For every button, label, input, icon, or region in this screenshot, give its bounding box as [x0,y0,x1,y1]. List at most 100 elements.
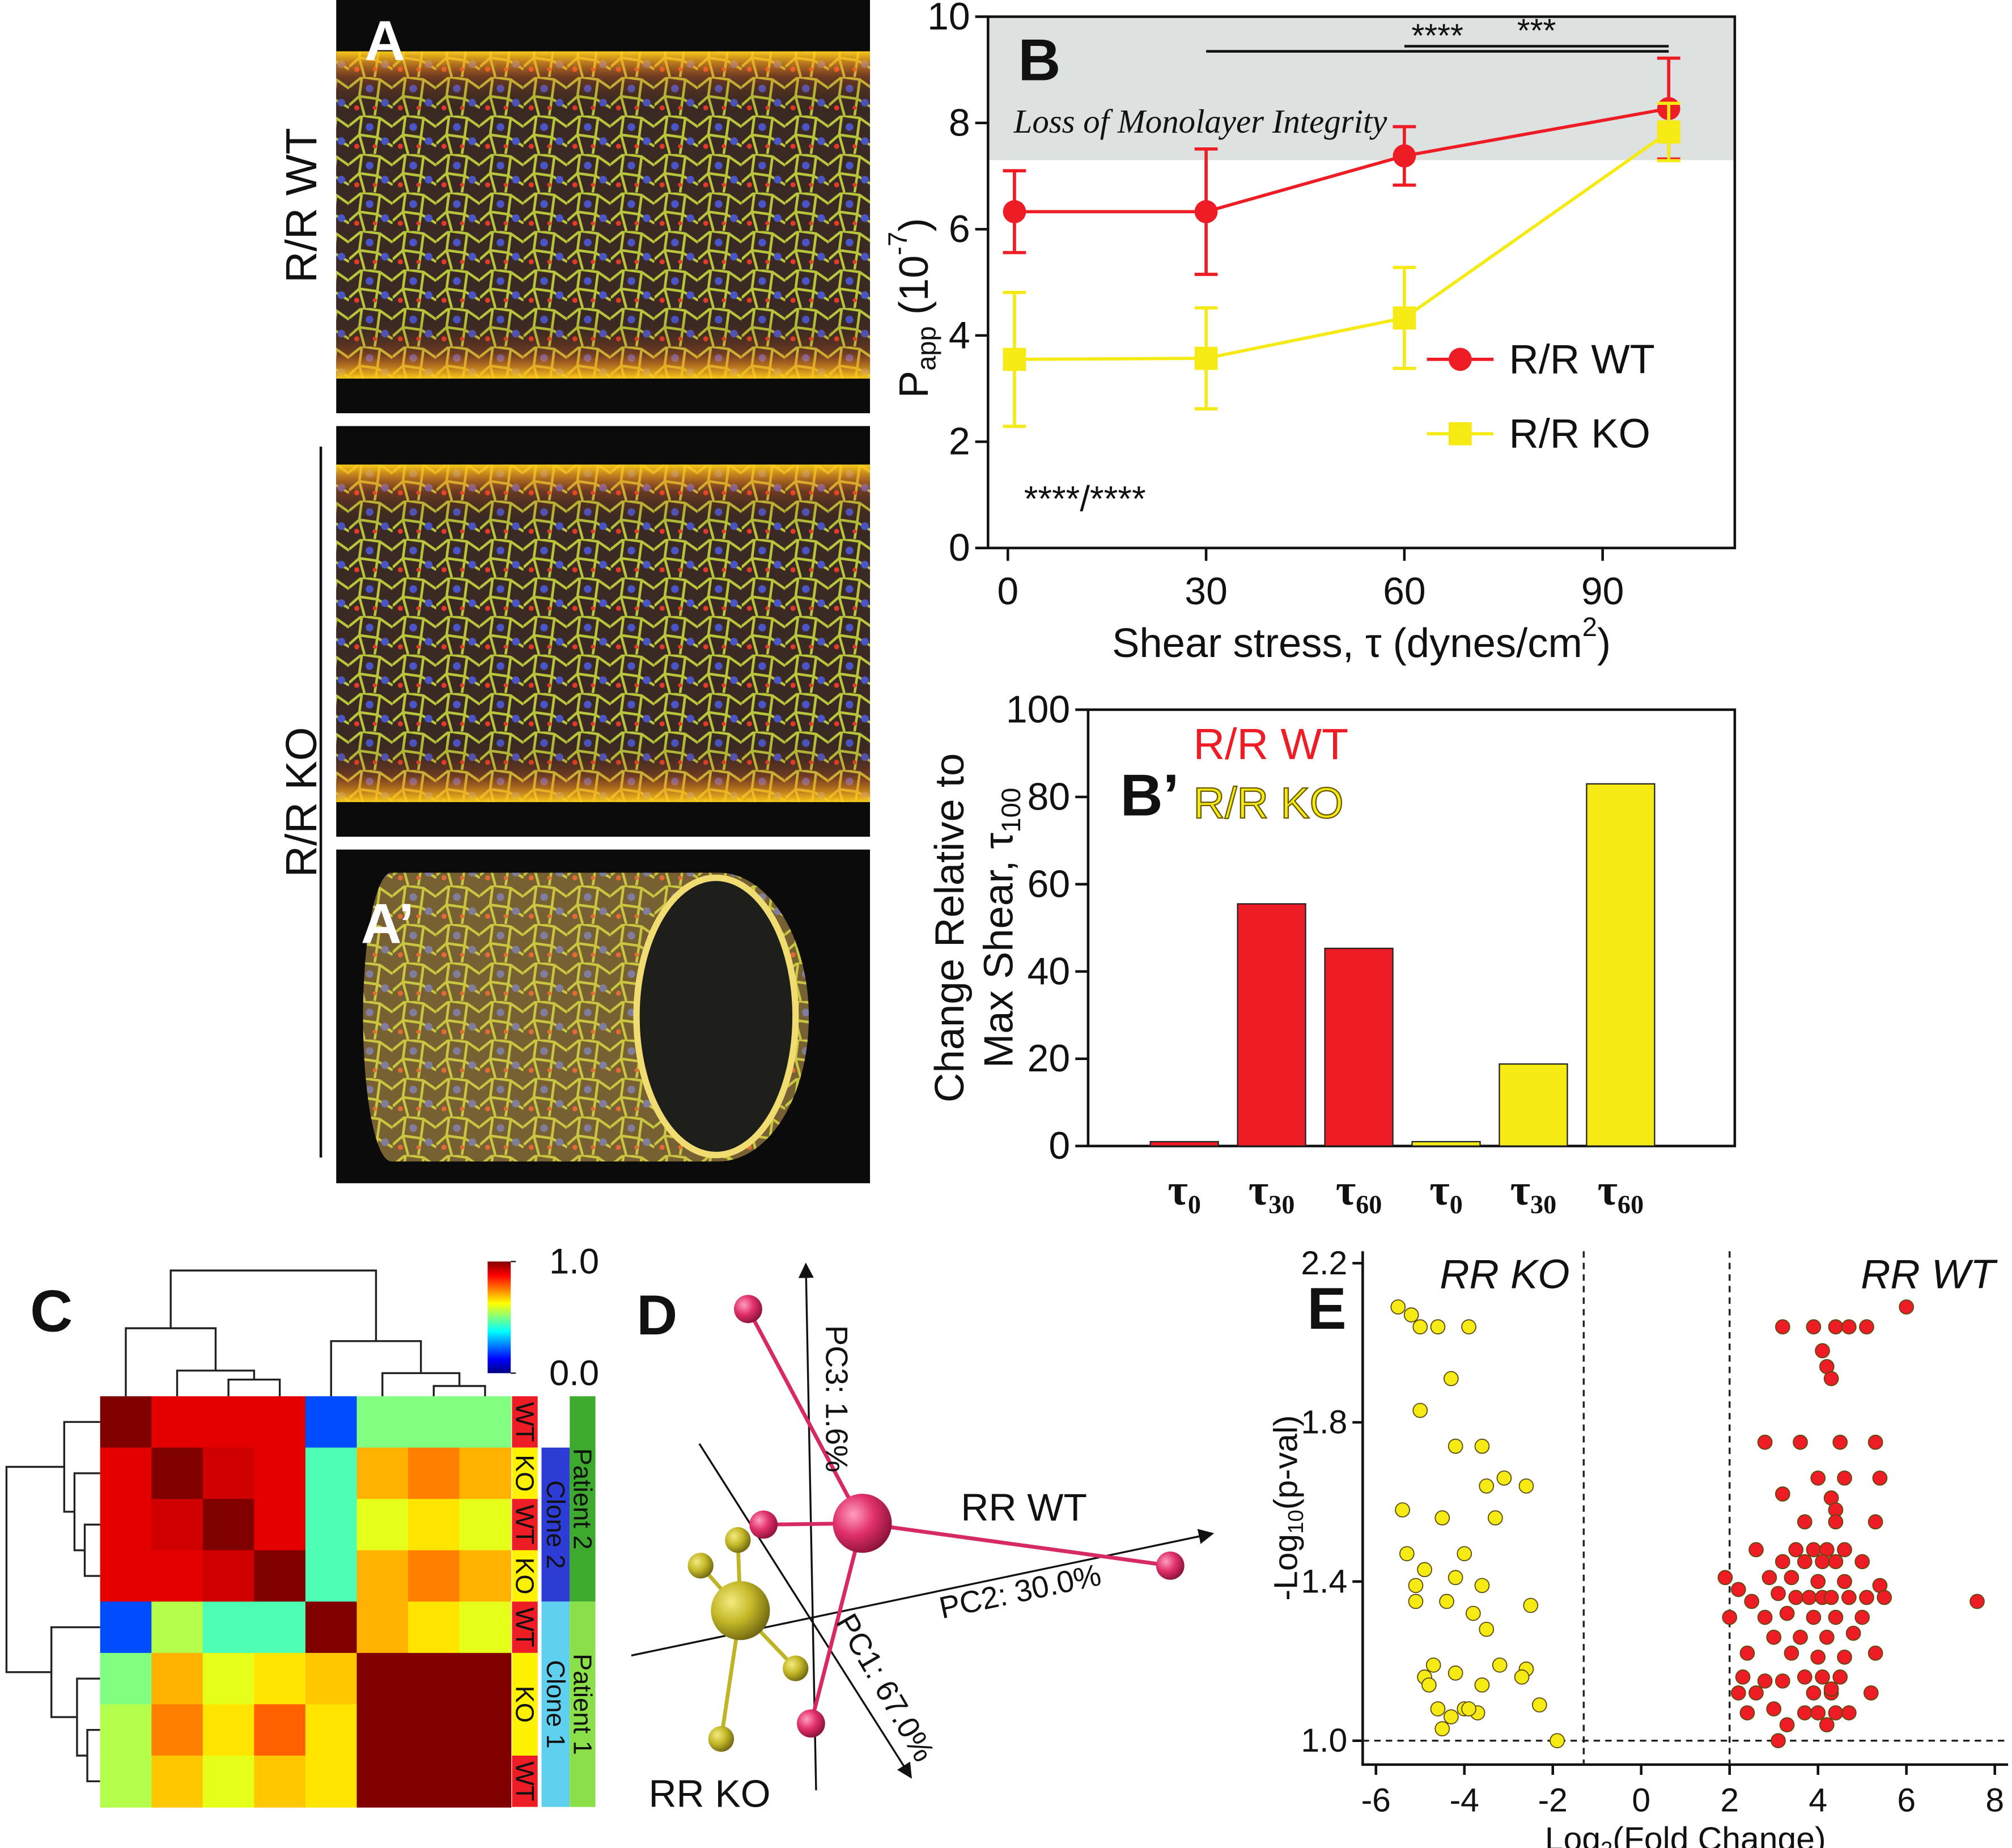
genotypes-strip [512,1447,538,1499]
point [1815,1554,1830,1570]
genotypes-strip [512,1396,538,1448]
point [1771,1586,1786,1601]
legend-label: R/R KO [1509,411,1650,457]
point [1788,1590,1804,1605]
point [1877,1590,1892,1605]
label-part: (Fold Change) [1612,1821,1826,1848]
row-label: R/R WT [277,128,326,283]
bar [1149,1141,1219,1147]
heatmap-cell [202,1447,255,1500]
point [1448,1665,1463,1681]
genotypes-label: WT [511,1761,540,1801]
heatmap-cell [151,1652,203,1705]
point [1815,1343,1830,1359]
point [1390,1299,1406,1315]
axis-label: PC2: 30.0% [936,1557,1104,1625]
heatmap-cell [151,1447,203,1500]
plot-frame [987,15,1737,549]
x-tick-label: -4 [1450,1782,1479,1819]
ko-points [687,1527,809,1752]
label-part: 2 [1582,612,1597,642]
clones-strip [541,1447,570,1602]
x-tick-label: 4 [1809,1782,1827,1819]
point [1828,1609,1844,1625]
point [1806,1685,1822,1701]
x-tick-label: 60 [1383,570,1426,613]
group-label: RR WT [961,1487,1087,1529]
label-part: Log [1545,1821,1601,1848]
heatmap-cell [151,1601,203,1654]
axis-label: Max Shear, τ100 [975,788,1026,1068]
panel-label: A [364,10,405,73]
marker [1194,346,1218,370]
point [1854,1609,1870,1625]
point [1425,1657,1441,1673]
point [1417,1562,1432,1578]
label-part: 100 [996,788,1026,833]
point [1408,1593,1424,1609]
point [1859,1319,1874,1335]
point [1430,1319,1446,1335]
genotypes-label: KO [511,1686,540,1723]
y-tick-label: 2 [949,421,970,463]
y-tick-label: 8 [949,101,970,144]
point [1744,1593,1760,1609]
heatmap-cell [100,1652,152,1705]
axis-label: Papp (10-7) [882,218,941,398]
point [1859,1590,1874,1605]
genotypes-strip [512,1652,538,1756]
heatmap-cell [254,1652,307,1705]
point [1766,1701,1782,1716]
genotypes-strip [512,1550,538,1602]
point [1828,1554,1844,1570]
heatmap-cell [100,1704,152,1757]
heatmap-cell [356,1550,409,1603]
point [1867,1645,1883,1661]
axis-label: -Log10(p-val) [1267,1415,1308,1600]
heatmap-cell [100,1550,152,1603]
patients-label: Patient 2 [568,1448,597,1550]
marker [1003,200,1026,223]
panel-label: A’ [361,893,414,956]
label-part: -Log [1267,1534,1304,1601]
point [1395,1502,1410,1518]
point [1722,1609,1738,1625]
x-tick-label: τ₃₀ [1249,1165,1295,1214]
heatmap-cell [254,1447,307,1500]
point [1439,1593,1454,1609]
marker [1657,120,1680,144]
y-tick-label: 100 [1006,688,1070,731]
heatmap-cell [100,1447,152,1500]
point [1788,1542,1804,1558]
x-tick-label: 0 [997,570,1018,613]
label-part: Max Shear, τ [975,832,1021,1068]
point [1739,1645,1755,1661]
y-tick-label: 6 [949,208,970,251]
point [1550,1733,1565,1749]
heatmap-cell [305,1756,358,1808]
x-tick-label: 2 [1720,1782,1739,1819]
point [1810,1649,1826,1665]
y-tick-label: 80 [1028,775,1071,818]
heatmap-cell [356,1601,409,1654]
x-tick-label: -2 [1538,1782,1568,1819]
y-tick-label: 4 [949,314,970,357]
axes [1361,1251,2009,1766]
point [1461,1701,1476,1716]
point [1518,1478,1534,1494]
row-label: R/R KO [277,727,326,877]
point [1496,1470,1512,1486]
wt-links [746,1308,1171,1724]
heatmap-cell [305,1499,358,1551]
point [1810,1574,1826,1590]
heatmap-cell [254,1396,307,1448]
point [1487,1510,1503,1525]
significance-label: **** [1411,18,1463,54]
panel-d: D PC3: 1.6% PC2: 30.0% PC1: 67.0% RR WT … [631,1262,1215,1815]
point [1823,1590,1839,1605]
genotypes-label: KO [511,1455,540,1491]
point [1775,1673,1790,1689]
heatmap-cell [151,1550,203,1603]
panel-label: C [30,1279,73,1345]
